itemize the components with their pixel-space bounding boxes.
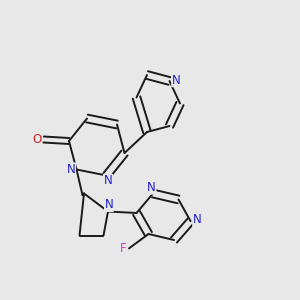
Text: N: N [67,163,76,176]
Text: F: F [120,242,126,255]
Text: N: N [172,74,181,87]
Text: O: O [32,133,41,146]
Text: N: N [103,174,112,188]
Text: N: N [193,213,202,226]
Text: N: N [147,181,156,194]
Text: N: N [104,198,113,212]
